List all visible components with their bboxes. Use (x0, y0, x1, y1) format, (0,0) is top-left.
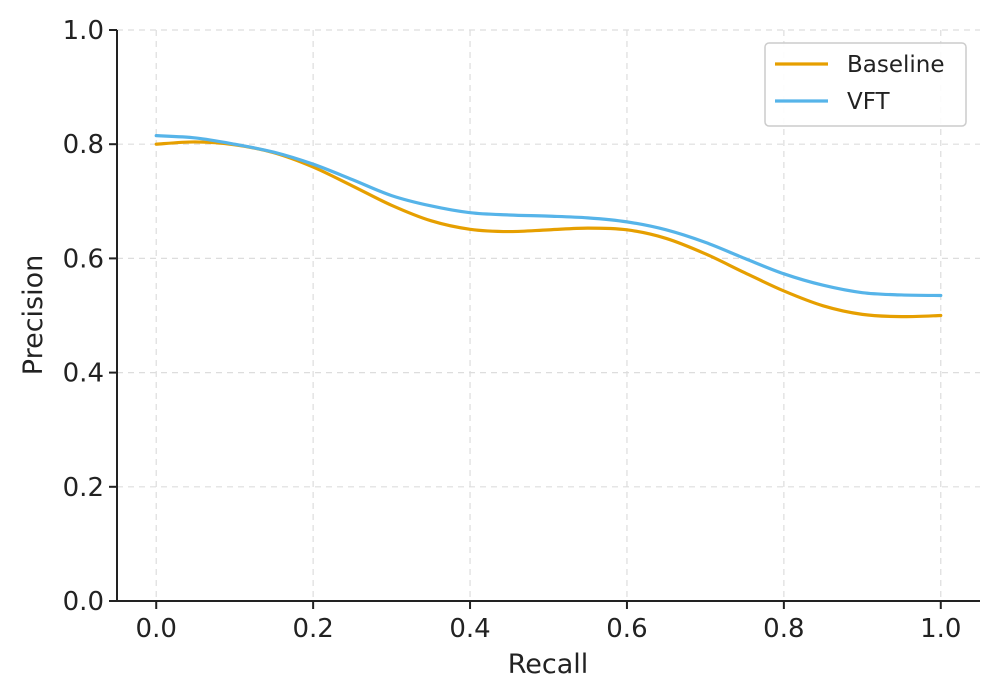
y-tick-label: 0.0 (63, 587, 104, 617)
x-tick-label: 0.0 (136, 614, 177, 644)
series-line-baseline (154, 140, 943, 319)
y-tick-label: 0.8 (63, 130, 104, 160)
axes: 0.0 0.2 0.4 0.6 0.8 1.0 0.0 0.2 0.4 0.6 0.8 1.0 (63, 16, 980, 644)
legend-label: VFT (847, 89, 891, 115)
x-tick-label: 1.0 (920, 614, 961, 644)
y-axis-title: Precision (18, 255, 49, 375)
legend-label: Baseline (847, 52, 945, 78)
axis-spines (116, 30, 980, 602)
y-tick-label: 1.0 (63, 16, 104, 46)
x-tick-label: 0.2 (292, 614, 333, 644)
y-tick-label: 0.4 (63, 359, 104, 389)
x-tick-label: 0.6 (606, 614, 647, 644)
legend: Baseline VFT (764, 42, 967, 127)
x-tick-label: 0.4 (449, 614, 490, 644)
series-lines (154, 134, 943, 319)
y-tick-label: 0.6 (63, 244, 104, 274)
x-axis-title: Recall (508, 649, 589, 680)
series-line-vft (154, 134, 943, 298)
x-tick-label: 0.8 (763, 614, 804, 644)
y-tick-label: 0.2 (63, 473, 104, 503)
